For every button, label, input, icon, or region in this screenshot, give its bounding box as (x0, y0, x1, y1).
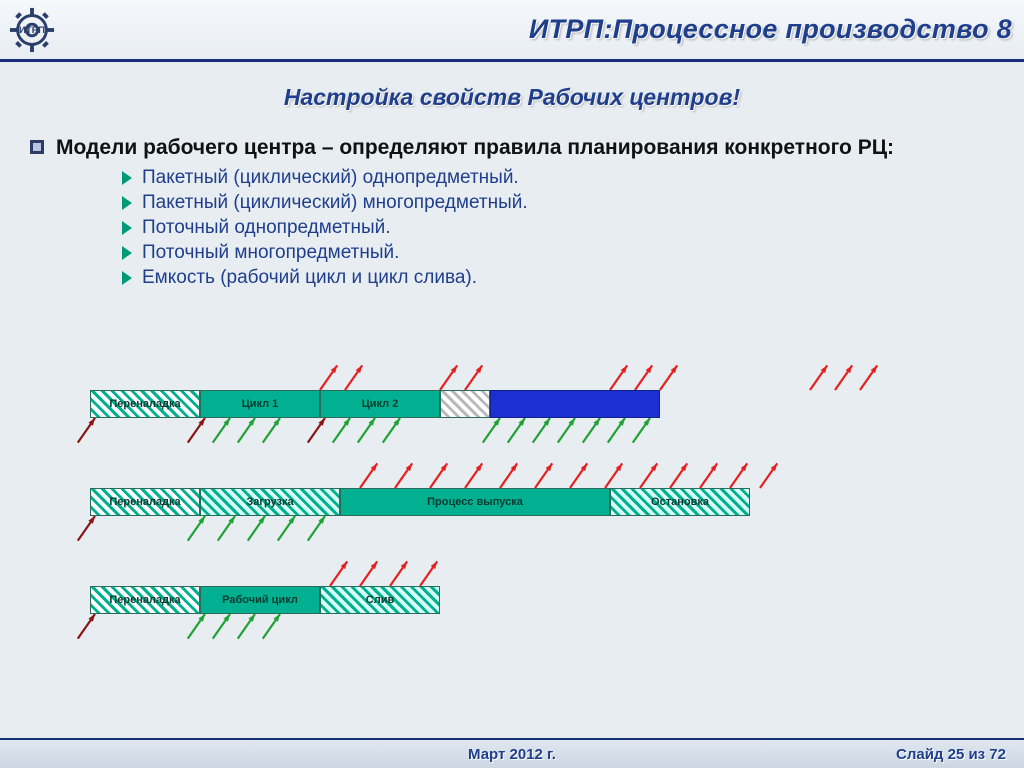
diagram-area: ПереналадкаЦикл 1Цикл 2 ПереналадкаЗагру… (0, 390, 1024, 684)
triangle-bullet-icon (122, 196, 132, 210)
footer-date: Март 2012 г. (468, 746, 556, 763)
sub-bullet-item: Пакетный (циклический) многопредметный. (122, 192, 974, 214)
timeline-segment: Переналадка (90, 390, 200, 418)
logo-gear-icon: ИТРП (8, 6, 56, 54)
sub-bullet-text: Поточный однопредметный. (142, 217, 391, 239)
sub-bullet-text: Пакетный (циклический) однопредметный. (142, 167, 519, 189)
square-bullet-icon (30, 140, 44, 154)
timeline-segment: Загрузка (200, 488, 340, 516)
header-bar: ИТРП ИТРП:Процессное производство 8 (0, 0, 1024, 62)
timeline-segment: Переналадка (90, 488, 200, 516)
sub-bullet-item: Поточный многопредметный. (122, 242, 974, 264)
timeline-segment: Переналадка (90, 586, 200, 614)
triangle-bullet-icon (122, 246, 132, 260)
timeline-segment: Процесс выпуска (340, 488, 610, 516)
page-title: ИТРП:Процессное производство 8 (529, 14, 1012, 45)
triangle-bullet-icon (122, 171, 132, 185)
timeline-segment: Остановка (610, 488, 750, 516)
main-bullet: Модели рабочего центра – определяют прав… (30, 135, 974, 161)
sub-bullet-list: Пакетный (циклический) однопредметный. Па… (122, 167, 974, 289)
timeline-lane-3: ПереналадкаРабочий циклСлив (60, 586, 964, 614)
timeline-segment: Рабочий цикл (200, 586, 320, 614)
footer-slide-number: Слайд 25 из 72 (896, 746, 1006, 763)
timeline-segment: Цикл 1 (200, 390, 320, 418)
content-area: Модели рабочего центра – определяют прав… (0, 111, 1024, 289)
svg-text:ИТРП: ИТРП (19, 24, 45, 35)
footer-bar: Март 2012 г. Слайд 25 из 72 (0, 738, 1024, 768)
timeline-lane-1: ПереналадкаЦикл 1Цикл 2 (60, 390, 964, 418)
triangle-bullet-icon (122, 221, 132, 235)
slide-subtitle: Настройка свойств Рабочих центров! (0, 84, 1024, 111)
main-bullet-text: Модели рабочего центра – определяют прав… (56, 135, 894, 161)
triangle-bullet-icon (122, 271, 132, 285)
timeline-segment (490, 390, 660, 418)
timeline-lane-2: ПереналадкаЗагрузкаПроцесс выпускаОстано… (60, 488, 964, 516)
sub-bullet-item: Емкость (рабочий цикл и цикл слива). (122, 267, 974, 289)
timeline-segment: Слив (320, 586, 440, 614)
sub-bullet-text: Пакетный (циклический) многопредметный. (142, 192, 528, 214)
sub-bullet-item: Поточный однопредметный. (122, 217, 974, 239)
timeline-segment (440, 390, 490, 418)
sub-bullet-text: Емкость (рабочий цикл и цикл слива). (142, 267, 477, 289)
sub-bullet-text: Поточный многопредметный. (142, 242, 399, 264)
sub-bullet-item: Пакетный (циклический) однопредметный. (122, 167, 974, 189)
timeline-segment: Цикл 2 (320, 390, 440, 418)
